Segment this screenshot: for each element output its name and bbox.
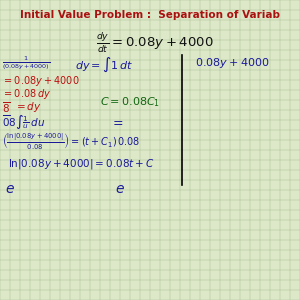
Text: $\ln|0.08y+4000| = 0.08t + C$: $\ln|0.08y+4000| = 0.08t + C$ — [8, 157, 155, 171]
Text: $\frac{1}{(0.08y+4000)}$: $\frac{1}{(0.08y+4000)}$ — [2, 55, 50, 72]
Text: $\overline{8}$: $\overline{8}$ — [2, 100, 10, 115]
Text: $dy = \int 1\,dt$: $dy = \int 1\,dt$ — [75, 56, 133, 74]
Text: $= 0.08\,dy$: $= 0.08\,dy$ — [2, 87, 51, 101]
Text: $\left(\frac{\ln|0.08y+4000|}{0.08}\right) = (t + C_1)\,0.08$: $\left(\frac{\ln|0.08y+4000|}{0.08}\righ… — [2, 132, 140, 152]
Text: $= dy$: $= dy$ — [14, 100, 42, 114]
Text: $e$: $e$ — [5, 182, 15, 196]
Text: $\overline{0}8\int\frac{1}{u}\,du$: $\overline{0}8\int\frac{1}{u}\,du$ — [2, 113, 45, 131]
Text: $0.08y +4000$: $0.08y +4000$ — [195, 56, 270, 70]
Text: $\frac{dy}{dt} = 0.08y + 4000$: $\frac{dy}{dt} = 0.08y + 4000$ — [96, 31, 214, 55]
Text: $C = 0.08C_1$: $C = 0.08C_1$ — [100, 95, 160, 109]
Text: $e$: $e$ — [115, 182, 125, 196]
Text: $= 0.08y + 4000$: $= 0.08y + 4000$ — [2, 74, 80, 88]
Text: $=$: $=$ — [110, 115, 124, 128]
Text: Initial Value Problem :  Separation of Variab: Initial Value Problem : Separation of Va… — [20, 10, 280, 20]
